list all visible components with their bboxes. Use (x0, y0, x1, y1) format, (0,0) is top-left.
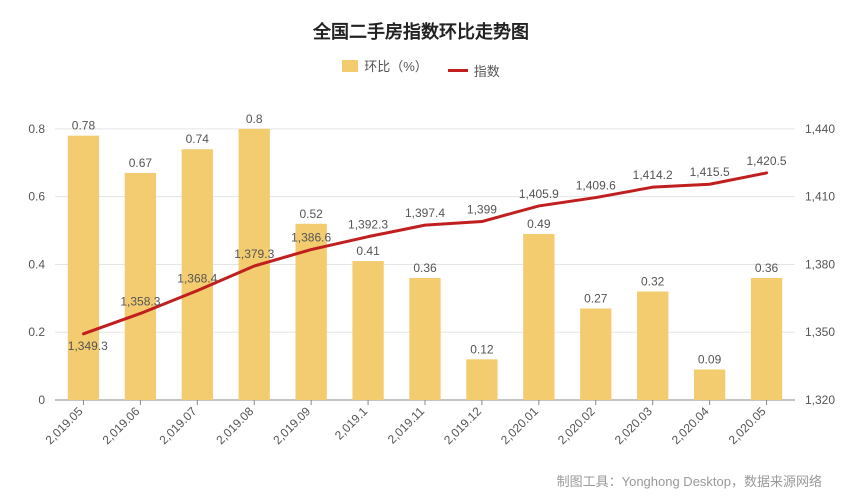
bar (239, 129, 270, 400)
bar-value-label: 0.78 (72, 119, 96, 133)
line-value-label: 1,420.5 (747, 154, 787, 168)
bar-value-label: 0.12 (470, 342, 494, 356)
x-tick-label: 2,019.05 (43, 404, 86, 447)
bar (68, 136, 99, 400)
bar (751, 278, 782, 400)
bar-value-label: 0.49 (527, 217, 551, 231)
x-tick-label: 2,019.08 (213, 404, 256, 447)
bar-value-label: 0.09 (698, 353, 722, 367)
bar-value-label: 0.36 (413, 261, 437, 275)
bar (637, 292, 668, 400)
bar-value-label: 0.8 (246, 112, 263, 126)
line-value-label: 1,409.6 (576, 179, 616, 193)
bar-value-label: 0.36 (755, 261, 779, 275)
y-right-tick-label: 1,380 (805, 257, 835, 271)
x-tick-label: 2,020.04 (669, 404, 712, 447)
line-value-label: 1,399 (467, 203, 497, 217)
y-right-tick-label: 1,440 (805, 122, 835, 136)
bar-value-label: 0.52 (299, 207, 323, 221)
bar-value-label: 0.27 (584, 292, 608, 306)
x-tick-label: 2,020.03 (612, 404, 655, 447)
bar-value-label: 0.32 (641, 275, 665, 289)
y-right-tick-label: 1,410 (805, 190, 835, 204)
y-right-tick-label: 1,320 (805, 393, 835, 407)
line-value-label: 1,368.4 (177, 272, 217, 286)
y-left-tick-label: 0.6 (28, 190, 45, 204)
bar (523, 234, 554, 400)
bar-value-label: 0.74 (186, 132, 210, 146)
chart-container: 全国二手房指数环比走势图 环比（%）指数 00.20.40.60.81,3201… (0, 0, 842, 500)
x-tick-label: 2,019.12 (441, 404, 484, 447)
line-value-label: 1,414.2 (633, 168, 673, 182)
line-value-label: 1,379.3 (234, 247, 274, 261)
bar (125, 173, 156, 400)
line-value-label: 1,392.3 (348, 218, 388, 232)
bar (409, 278, 440, 400)
y-right-tick-label: 1,350 (805, 325, 835, 339)
x-tick-label: 2,020.05 (726, 404, 769, 447)
footer-credit: 制图工具：Yonghong Desktop，数据来源网络 (557, 471, 822, 490)
bar (580, 309, 611, 401)
line-value-label: 1,397.4 (405, 206, 445, 220)
y-left-tick-label: 0.2 (28, 325, 45, 339)
bar (352, 261, 383, 400)
bar-value-label: 0.41 (356, 244, 380, 258)
x-tick-label: 2,019.11 (385, 404, 428, 447)
line-value-label: 1,415.5 (690, 165, 730, 179)
line-value-label: 1,405.9 (519, 187, 559, 201)
x-tick-label: 2,019.1 (332, 404, 370, 442)
line-value-label: 1,358.3 (120, 294, 160, 308)
plot-area: 0 0.2 0.4 0.6 0.8 1,320 1,350 1,380 1,410 1,440 2,… (0, 0, 842, 500)
x-tick-label: 2,019.06 (100, 404, 143, 447)
bar (466, 359, 497, 400)
bar (694, 370, 725, 401)
y-left-tick-label: 0.4 (28, 257, 45, 271)
y-left-tick-label: 0.8 (28, 122, 45, 136)
x-tick-label: 2,020.02 (555, 404, 598, 447)
x-tick-label: 2,020.01 (498, 404, 541, 447)
x-tick-label: 2,019.07 (156, 404, 199, 447)
y-left-tick-label: 0 (38, 393, 45, 407)
line-value-label: 1,349.3 (68, 339, 108, 353)
line-value-label: 1,386.6 (291, 231, 331, 245)
bar-value-label: 0.67 (129, 156, 153, 170)
x-tick-label: 2,019.09 (270, 404, 313, 447)
